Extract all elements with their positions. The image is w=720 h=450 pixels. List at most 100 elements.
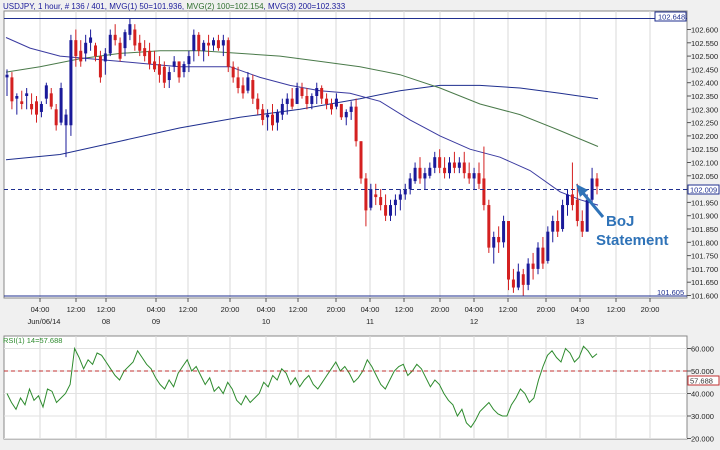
candle-body (94, 45, 97, 57)
rsi-tick-label: 50.000 (691, 367, 714, 376)
candle-body (64, 114, 68, 126)
price-pane[interactable] (3, 10, 688, 299)
rsi-tick-label: 60.000 (691, 345, 714, 354)
candle-body (541, 247, 545, 264)
candle-body (192, 34, 196, 51)
time-tick-label: 12:00 (97, 305, 116, 314)
rsi-tick-label: 40.000 (691, 390, 714, 399)
candle-body (300, 88, 304, 96)
candle-body (413, 167, 417, 182)
time-tick-label: 12:00 (395, 305, 414, 314)
candle-body (320, 88, 324, 99)
rsi-badge-text: 57.688 (690, 377, 713, 386)
price-tick-label: 102.200 (691, 132, 718, 141)
bar-counter: # 136 / 401 (65, 2, 106, 11)
price-tick-label: 101.600 (691, 292, 718, 301)
time-tick-label: 12:00 (607, 305, 626, 314)
candle-body (526, 263, 530, 285)
rsi-tick-label: 30.000 (691, 412, 714, 421)
candle-body (59, 88, 63, 123)
candle-body (315, 88, 319, 96)
time-tick-label: 20:00 (431, 305, 450, 314)
candle-body (108, 34, 112, 54)
candle-body (290, 98, 294, 107)
candle-body (359, 141, 363, 179)
candle-body (389, 205, 392, 216)
candle-body (516, 271, 520, 288)
candle-body (487, 205, 491, 248)
candle-body (408, 178, 412, 190)
candle-body (354, 106, 358, 142)
candle-body (330, 103, 333, 110)
rsi-pane[interactable] (3, 335, 688, 440)
candle-body (39, 103, 43, 112)
candle-body (271, 114, 274, 126)
candle-body (162, 66, 166, 83)
price-tick-label: 102.100 (691, 159, 718, 168)
annotation-line2: Statement (596, 232, 669, 249)
candle-body (231, 66, 235, 78)
price-tick-label: 101.750 (691, 252, 718, 261)
candle-body (98, 56, 102, 78)
price-tick-label: 102.250 (691, 119, 718, 128)
ma3-label: MVG(3) 200=102.333 (268, 2, 346, 11)
candle-body (585, 199, 589, 232)
candle-body (477, 173, 481, 184)
candle-body (241, 85, 245, 94)
candle-body (536, 247, 540, 269)
price-tick-label: 101.850 (691, 225, 718, 234)
annotation-arrowhead (576, 184, 588, 197)
candle-body (595, 178, 599, 187)
high-badge (654, 11, 687, 22)
candle-body (84, 42, 88, 54)
candle-body (5, 74, 9, 78)
candles (5, 18, 599, 296)
candle-body (418, 167, 422, 179)
candle-body (202, 42, 206, 51)
candle-body (226, 40, 230, 67)
candle-body (89, 37, 93, 43)
candle-body (556, 221, 560, 232)
annotation-line1: BoJ (606, 213, 634, 230)
candle-body (10, 77, 14, 102)
candle-body (339, 103, 343, 118)
time-tick-label: 04:00 (257, 305, 276, 314)
candle-body (566, 194, 569, 206)
candle-body (261, 109, 265, 120)
candle-body (467, 173, 471, 179)
candle-body (212, 40, 215, 46)
time-tick-label: 20:00 (327, 305, 346, 314)
date-label: 11 (366, 317, 374, 326)
candle-body (502, 221, 506, 243)
candle-body (374, 194, 378, 198)
candle-body (157, 64, 161, 75)
candle-body (103, 53, 107, 62)
candle-body (428, 167, 432, 176)
boj-annotation: BoJ Statement (576, 184, 669, 249)
candle-body (369, 189, 373, 208)
candle-body (325, 98, 329, 104)
price-tick-label: 102.500 (691, 52, 718, 61)
candle-body (44, 85, 48, 99)
ma1-label: MVG(1) 50=101.936 (109, 2, 182, 11)
candle-body (570, 194, 574, 206)
rsi-label: RSI(1) 14=57.688 (3, 336, 62, 345)
candle-body (433, 157, 437, 168)
candle-body (148, 50, 152, 65)
candle-body (167, 72, 171, 81)
current-price-badge (687, 184, 720, 195)
candle-body (443, 167, 447, 174)
candle-body (521, 274, 525, 285)
candle-body (128, 24, 132, 35)
candle-body (457, 162, 461, 168)
rsi-series (6, 345, 598, 429)
ma2-label: MVG(2) 100=102.154 (186, 2, 264, 11)
time-tick-label: 12:00 (67, 305, 86, 314)
candle-body (295, 88, 299, 104)
price-tick-label: 102.400 (691, 79, 718, 88)
price-tick-label: 101.650 (691, 278, 718, 287)
low-badge-text: 101.605 (657, 288, 684, 297)
candle-body (305, 96, 309, 104)
